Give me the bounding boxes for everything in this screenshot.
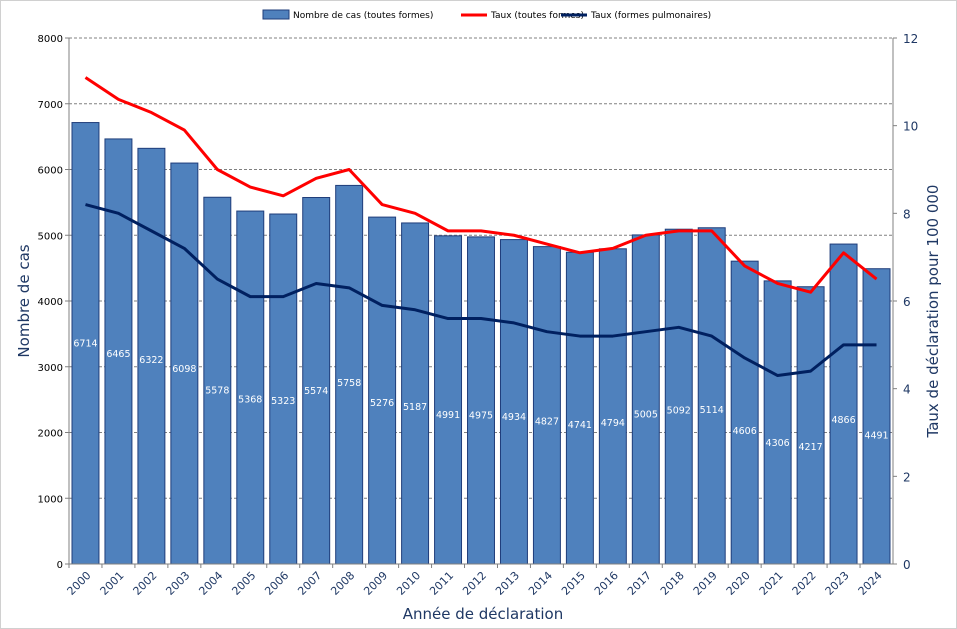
bar-data-label: 4217: [799, 442, 823, 453]
x-tick-label: 2009: [361, 569, 390, 598]
x-tick-label: 2000: [65, 569, 94, 598]
bar-data-label: 5578: [205, 386, 229, 397]
bar: [434, 235, 463, 565]
y-tick-label: 8000: [38, 34, 63, 45]
legend-swatch-bar: [262, 9, 290, 20]
y-tick-label: 1000: [38, 494, 63, 505]
bar-data-label: 4491: [864, 431, 888, 442]
bar-data-label: 5092: [667, 406, 691, 417]
bar: [862, 268, 891, 565]
bar-data-label: 4606: [733, 426, 757, 437]
x-tick-label: 2004: [196, 569, 225, 598]
legend-label: Nombre de cas (toutes formes): [293, 11, 433, 21]
x-tick-label: 2013: [493, 569, 522, 598]
bar: [499, 239, 528, 565]
bar: [598, 248, 627, 565]
x-tick-label: 2018: [658, 569, 687, 598]
x-tick-label: 2012: [460, 569, 489, 598]
bar-data-label: 5187: [403, 402, 427, 413]
y2-tick-label: 12: [903, 32, 918, 46]
y-tick-label: 0: [57, 560, 63, 571]
bar-data-label: 5574: [304, 386, 328, 397]
bar-data-label: 4827: [535, 417, 559, 428]
bar-data-label: 4741: [568, 420, 592, 431]
bar: [763, 280, 792, 565]
bar-data-label: 6098: [172, 364, 196, 375]
x-tick-label: 2005: [229, 569, 258, 598]
y-tick-label: 2000: [38, 429, 63, 440]
x-tick-label: 2019: [691, 569, 720, 598]
bar-data-label: 6322: [139, 355, 163, 366]
legend-label: Taux (formes pulmonaires): [590, 11, 711, 21]
bar-data-label: 4794: [601, 418, 625, 429]
x-tick-label: 2008: [328, 569, 357, 598]
bar: [565, 251, 594, 565]
bar-data-label: 6465: [106, 349, 130, 360]
bar: [71, 122, 100, 565]
y-tick-label: 7000: [38, 100, 63, 111]
y2-axis-title: Taux de déclaration pour 100 000: [924, 185, 942, 439]
bar-data-label: 5276: [370, 398, 394, 409]
y-axis-title: Nombre de cas: [15, 244, 33, 357]
bar: [401, 222, 430, 565]
bar: [730, 260, 759, 565]
y2-tick-label: 10: [903, 120, 918, 134]
bar: [170, 162, 199, 565]
y-tick-label: 4000: [38, 297, 63, 308]
y2-tick-label: 6: [903, 295, 911, 309]
bar-data-label: 6714: [73, 339, 97, 350]
bar: [467, 236, 495, 565]
x-tick-label: 2002: [131, 569, 160, 598]
x-tick-label: 2021: [757, 569, 786, 598]
x-tick-label: 2023: [823, 569, 852, 598]
x-tick-label: 2024: [856, 569, 885, 598]
bar: [269, 213, 298, 565]
bar-data-label: 5758: [337, 378, 361, 389]
x-tick-label: 2020: [724, 569, 753, 598]
x-tick-label: 2016: [592, 569, 621, 598]
y2-tick-label: 0: [903, 558, 911, 572]
x-tick-label: 2017: [625, 569, 654, 598]
y-tick-label: 6000: [38, 166, 63, 177]
x-tick-label: 2006: [262, 569, 291, 598]
bar: [664, 228, 693, 565]
x-tick-label: 2007: [295, 569, 324, 598]
legend-label: Taux (toutes formes): [490, 11, 584, 21]
bar-data-label: 4306: [766, 438, 790, 449]
y2-tick-label: 4: [903, 383, 911, 397]
x-tick-label: 2003: [163, 569, 192, 598]
bar-data-label: 5323: [271, 396, 295, 407]
y2-tick-label: 8: [903, 207, 911, 221]
x-tick-label: 2001: [98, 569, 127, 598]
bar-data-label: 4866: [831, 415, 855, 426]
x-tick-label: 2015: [559, 569, 588, 598]
bar: [137, 147, 166, 565]
bar: [335, 184, 364, 565]
bar: [302, 197, 331, 565]
bar: [532, 246, 561, 565]
x-tick-label: 2022: [790, 569, 819, 598]
x-tick-label: 2010: [394, 569, 423, 598]
y2-tick-label: 2: [903, 470, 911, 484]
bar-data-label: 4991: [436, 410, 460, 421]
y-tick-label: 3000: [38, 363, 63, 374]
bar: [631, 234, 660, 565]
bar: [796, 286, 825, 565]
bar-data-label: 5368: [238, 394, 262, 405]
x-tick-label: 2014: [526, 569, 555, 598]
bar: [368, 216, 397, 565]
x-axis-title: Année de déclaration: [403, 605, 563, 623]
bar: [236, 210, 265, 565]
bar-data-label: 4975: [469, 411, 493, 422]
bar-data-label: 5114: [700, 405, 724, 416]
bar: [203, 196, 232, 565]
x-tick-label: 2011: [427, 569, 456, 598]
bar: [829, 243, 858, 565]
y-tick-label: 5000: [38, 231, 63, 242]
bar: [697, 227, 726, 565]
bar-data-label: 4934: [502, 412, 526, 423]
bar-data-label: 5005: [634, 409, 658, 420]
